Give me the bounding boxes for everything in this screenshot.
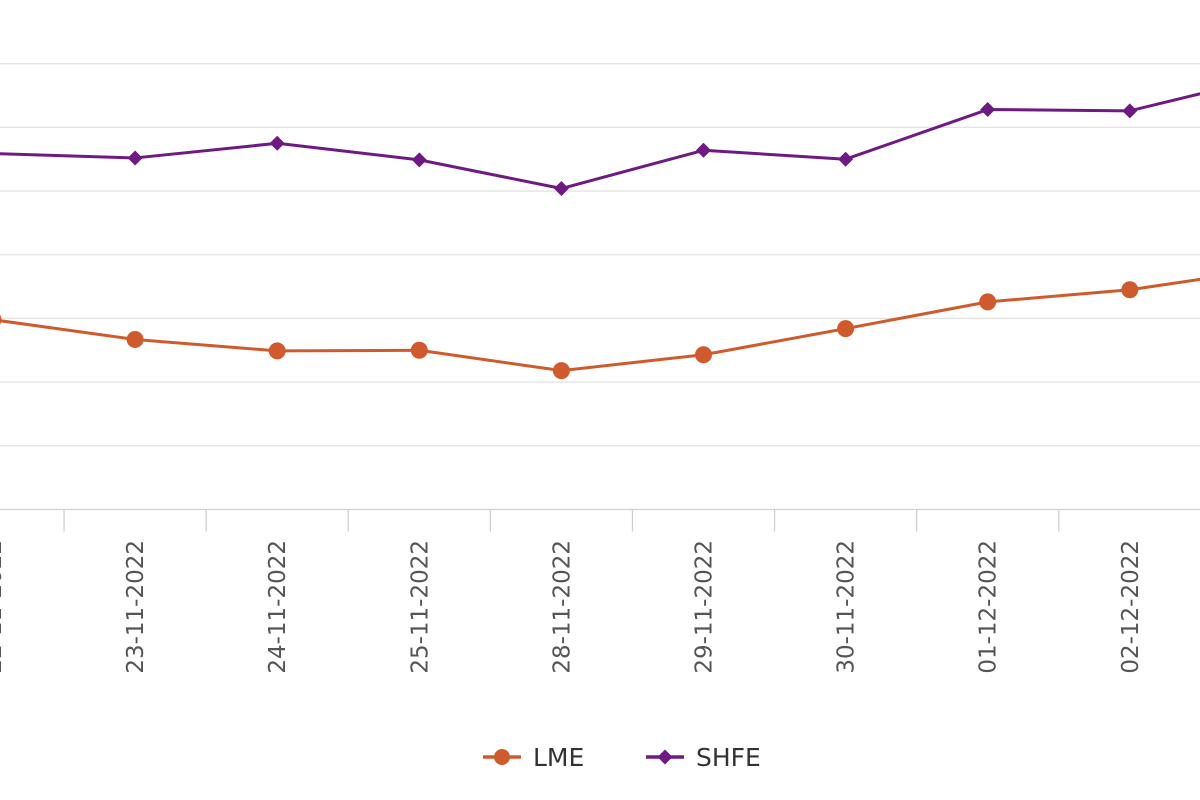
legend-item-shfe[interactable]: SHFE [646,743,761,772]
legend-item-lme[interactable]: LME [483,743,584,772]
x-tick-label: 29-11-2022 [692,540,718,674]
series-layer [0,92,1200,380]
data-point[interactable] [553,181,569,197]
data-point[interactable] [127,150,143,166]
data-point[interactable] [269,135,285,151]
data-point[interactable] [695,346,712,364]
data-point[interactable] [411,152,427,168]
data-point[interactable] [838,151,854,167]
x-tick-label: 24-11-2022 [265,540,291,674]
data-point[interactable] [552,362,570,380]
data-point[interactable] [0,311,2,328]
x-tick-label: 25-11-2022 [407,540,433,674]
legend-label: SHFE [696,743,761,772]
data-point[interactable] [1121,281,1139,299]
x-tick-label: 01-12-2022 [976,540,1002,674]
data-point[interactable] [980,102,996,118]
series-lme [0,277,1200,380]
data-point[interactable] [126,330,144,348]
data-point[interactable] [410,341,428,359]
data-point[interactable] [696,142,711,158]
legend[interactable]: LME SHFE [483,743,761,772]
x-tick-label: 23-11-2022 [123,540,149,674]
data-point[interactable] [979,293,997,311]
data-point[interactable] [268,342,286,360]
series-line [0,92,1200,191]
data-point[interactable] [1122,103,1138,119]
x-tick-label: 30-11-2022 [834,540,860,674]
x-tick-label: 22-11-2022 [0,540,7,674]
data-point[interactable] [837,320,855,338]
data-point[interactable] [0,146,1,161]
x-axis: 22-11-2022 23-11-2022 24-11-2022 25-11-2022… [0,508,1200,674]
series-line [0,277,1200,373]
legend-label: LME [533,743,584,772]
legend-marker [494,749,510,765]
legend-marker [657,749,673,765]
x-tick-label: 28-11-2022 [549,540,575,674]
series-shfe [0,92,1200,197]
x-tick-label: 02-12-2022 [1118,540,1144,674]
gridlines [0,63,1200,447]
